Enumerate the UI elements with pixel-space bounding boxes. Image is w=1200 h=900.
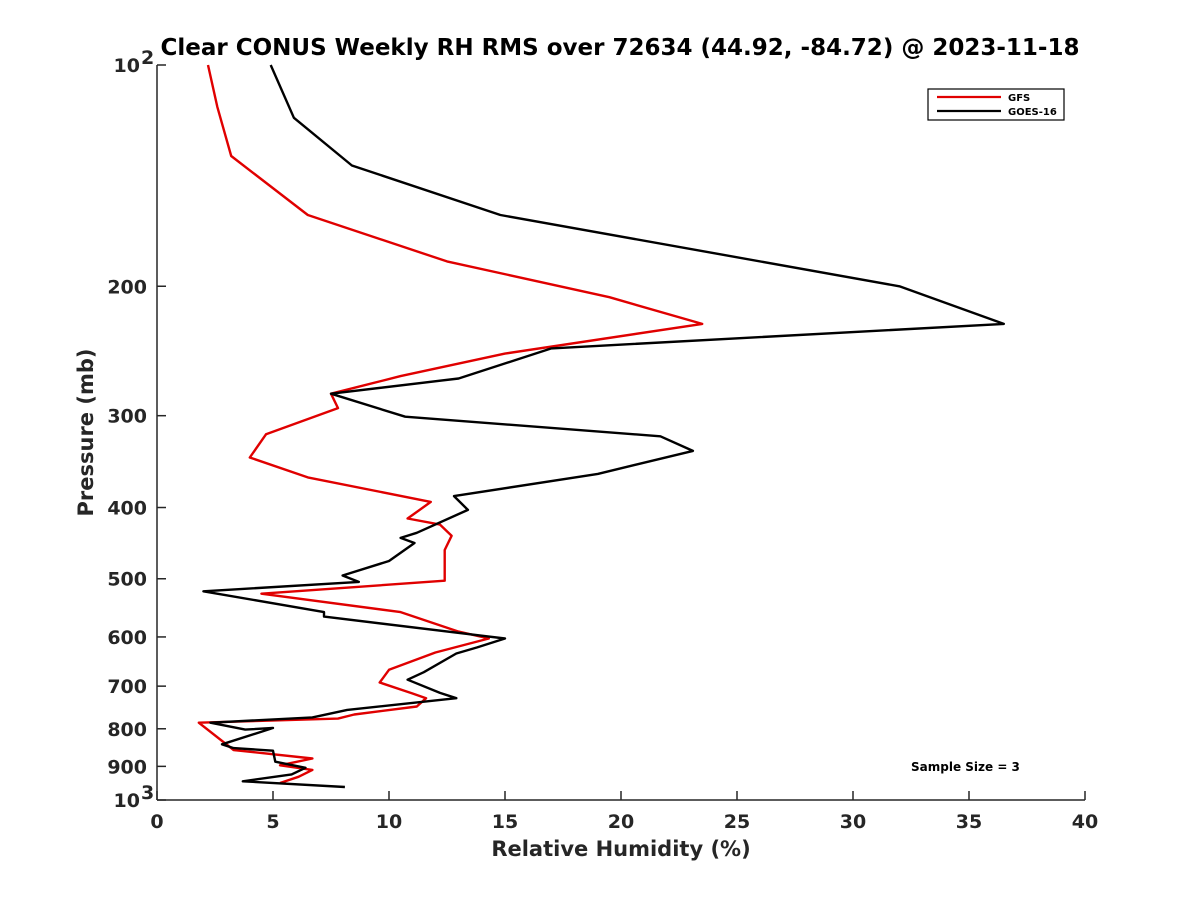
legend-label-goes16: GOES-16 xyxy=(1008,107,1057,118)
series-line-goes16 xyxy=(202,64,1005,789)
x-tick-label: 5 xyxy=(266,811,279,833)
y-tick-label: 700 xyxy=(107,676,147,698)
y-tick-label: 10 xyxy=(114,55,140,77)
x-tick-label: 25 xyxy=(724,811,750,833)
y-tick-label: 900 xyxy=(107,756,147,778)
x-tick-label: 0 xyxy=(150,811,163,833)
legend-label-gfs: GFS xyxy=(1008,93,1030,104)
legend-box xyxy=(927,88,1065,121)
y-tick-label: 10 xyxy=(114,790,140,812)
y-tick-label: 500 xyxy=(107,569,147,591)
y-axis-label: Pressure (mb) xyxy=(74,349,98,517)
x-tick-label: 15 xyxy=(492,811,518,833)
x-tick-label: 20 xyxy=(608,811,634,833)
legend: GFS GOES-16 xyxy=(927,88,1065,121)
x-tick-label: 35 xyxy=(956,811,982,833)
y-tick-exponent: 3 xyxy=(141,782,154,804)
y-tick-exponent: 2 xyxy=(141,47,154,69)
sample-size-annotation: Sample Size = 3 xyxy=(911,760,1020,774)
x-tick-label: 40 xyxy=(1072,811,1098,833)
y-tick-label: 400 xyxy=(107,498,147,520)
series-layer xyxy=(197,64,1005,789)
x-tick-label: 30 xyxy=(840,811,866,833)
y-tick-label: 200 xyxy=(107,276,147,298)
x-axis-label: Relative Humidity (%) xyxy=(491,837,750,861)
chart-title: Clear CONUS Weekly RH RMS over 72634 (44… xyxy=(161,35,1080,61)
y-tick-label: 300 xyxy=(107,406,147,428)
x-tick-label: 10 xyxy=(376,811,402,833)
y-tick-label: 600 xyxy=(107,627,147,649)
y-tick-label: 800 xyxy=(107,719,147,741)
